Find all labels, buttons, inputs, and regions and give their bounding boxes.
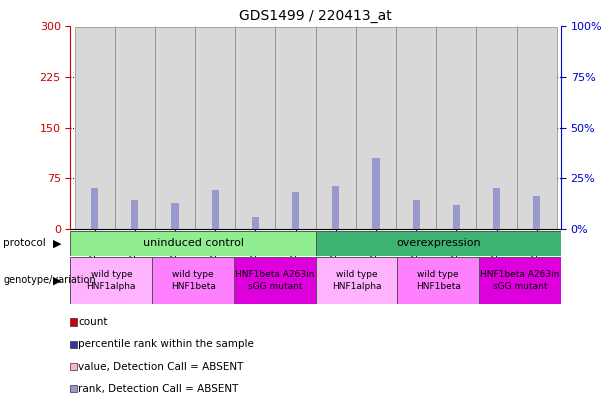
Bar <box>292 192 299 229</box>
Text: wild type
HNF1beta: wild type HNF1beta <box>416 270 461 291</box>
Bar <box>413 200 420 229</box>
FancyBboxPatch shape <box>396 27 436 229</box>
FancyBboxPatch shape <box>235 27 275 229</box>
Bar <box>131 200 139 229</box>
Bar <box>527 210 547 229</box>
FancyBboxPatch shape <box>476 27 517 229</box>
Text: wild type
HNF1alpha: wild type HNF1alpha <box>86 270 136 291</box>
Text: percentile rank within the sample: percentile rank within the sample <box>78 339 254 349</box>
Bar <box>245 221 265 229</box>
Text: HNF1beta A263in
sGG mutant: HNF1beta A263in sGG mutant <box>235 270 314 291</box>
Bar <box>316 231 561 256</box>
Bar <box>91 188 98 229</box>
Bar <box>85 205 105 229</box>
Bar <box>125 210 145 229</box>
Text: wild type
HNF1beta: wild type HNF1beta <box>170 270 216 291</box>
FancyBboxPatch shape <box>275 27 316 229</box>
FancyBboxPatch shape <box>155 27 195 229</box>
Bar <box>234 257 316 304</box>
Bar <box>165 211 185 229</box>
Text: protocol: protocol <box>3 239 46 248</box>
Bar <box>152 257 234 304</box>
Bar <box>487 188 506 229</box>
Text: ▶: ▶ <box>53 275 61 286</box>
Bar <box>70 257 152 304</box>
Text: uninduced control: uninduced control <box>143 239 243 248</box>
FancyBboxPatch shape <box>75 27 115 229</box>
Bar <box>286 205 306 229</box>
Bar <box>252 217 259 229</box>
Bar <box>70 231 316 256</box>
Text: overexpression: overexpression <box>396 239 481 248</box>
Title: GDS1499 / 220413_at: GDS1499 / 220413_at <box>239 9 392 23</box>
Bar <box>172 202 178 229</box>
Bar <box>316 257 397 304</box>
Bar <box>326 187 346 229</box>
Text: genotype/variation: genotype/variation <box>3 275 96 286</box>
Bar <box>205 209 225 229</box>
Text: ▶: ▶ <box>53 239 61 248</box>
Text: value, Detection Call = ABSENT: value, Detection Call = ABSENT <box>78 362 243 371</box>
Bar <box>406 176 426 229</box>
FancyBboxPatch shape <box>195 27 235 229</box>
Bar <box>493 188 500 229</box>
Text: count: count <box>78 317 108 327</box>
Bar <box>446 209 466 229</box>
FancyBboxPatch shape <box>115 27 155 229</box>
Bar <box>453 205 460 229</box>
Bar <box>211 190 219 229</box>
Bar <box>366 84 386 229</box>
Text: wild type
HNF1alpha: wild type HNF1alpha <box>332 270 381 291</box>
Text: HNF1beta A263in
sGG mutant: HNF1beta A263in sGG mutant <box>481 270 560 291</box>
Bar <box>332 186 340 229</box>
Bar <box>397 257 479 304</box>
FancyBboxPatch shape <box>316 27 356 229</box>
Text: rank, Detection Call = ABSENT: rank, Detection Call = ABSENT <box>78 384 238 394</box>
FancyBboxPatch shape <box>517 27 557 229</box>
FancyBboxPatch shape <box>436 27 476 229</box>
Bar <box>533 196 541 229</box>
FancyBboxPatch shape <box>356 27 396 229</box>
Bar <box>372 158 379 229</box>
Bar <box>479 257 561 304</box>
